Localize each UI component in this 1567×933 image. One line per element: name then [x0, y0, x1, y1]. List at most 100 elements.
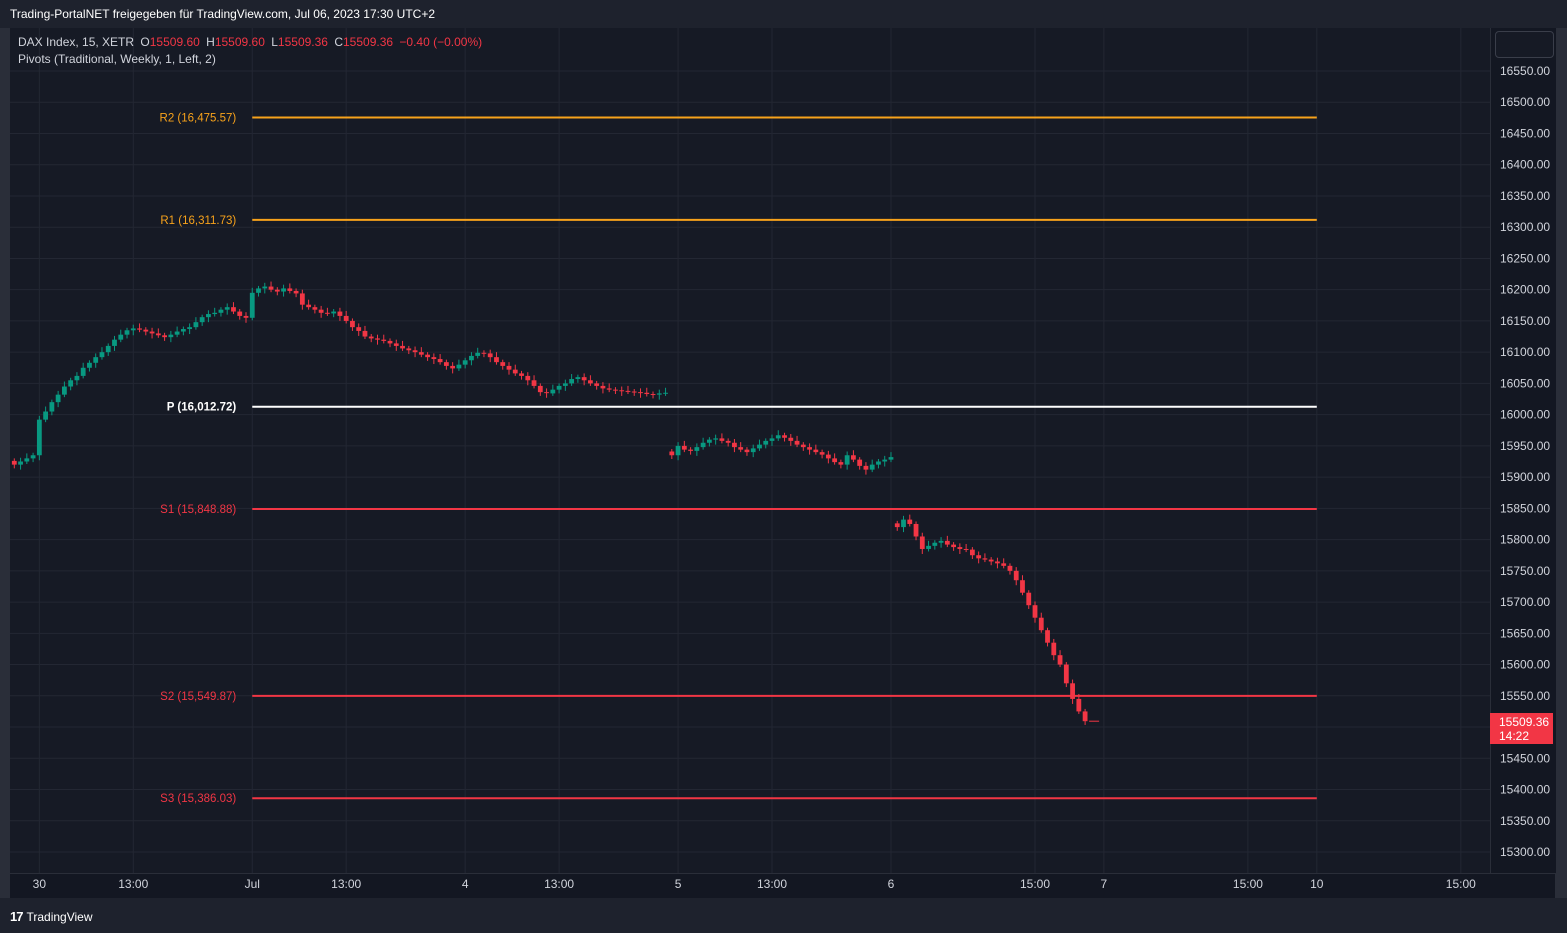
- candle-body: [231, 307, 236, 312]
- candle-body: [819, 452, 825, 455]
- time-tick-label: 13:00: [331, 877, 361, 891]
- candle-body: [168, 334, 174, 338]
- price-tick-label: 15400.00: [1500, 783, 1550, 797]
- open-value: 15509.60: [149, 35, 200, 49]
- candle-body: [187, 327, 193, 330]
- candle-body: [118, 334, 124, 340]
- candle-body: [212, 312, 218, 315]
- candle-body: [180, 329, 186, 332]
- candle-body: [412, 350, 418, 353]
- candle-body: [1001, 563, 1007, 566]
- price-tick-label: 15300.00: [1500, 845, 1550, 859]
- candle-body: [919, 536, 925, 549]
- candle-body: [362, 330, 368, 337]
- candle-body: [738, 447, 744, 450]
- candle-body: [976, 555, 982, 559]
- time-tick-label: 15:00: [1446, 877, 1476, 891]
- indicator-label[interactable]: Pivots (Traditional, Weekly, 1, Left, 2): [18, 52, 216, 66]
- candle-body: [969, 549, 975, 556]
- candle-body: [625, 390, 631, 392]
- candle-body: [443, 362, 449, 366]
- candle-body: [882, 459, 888, 462]
- candle-body: [500, 362, 506, 366]
- candle-body: [393, 343, 399, 346]
- candle-body: [481, 352, 487, 354]
- candle-body: [1063, 664, 1069, 684]
- candle-body: [506, 365, 512, 370]
- candle-body: [281, 288, 286, 292]
- candle-body: [306, 304, 312, 308]
- candle-body: [732, 442, 737, 448]
- time-tick-label: 13:00: [118, 877, 148, 891]
- price-tick-label: 16100.00: [1500, 345, 1550, 359]
- price-tick-label: 16500.00: [1500, 95, 1550, 109]
- candle-body: [299, 293, 305, 305]
- candle-body: [36, 419, 42, 456]
- tradingview-logo-icon: 17: [10, 909, 24, 924]
- price-tick-label: 15950.00: [1500, 439, 1550, 453]
- candle-body: [130, 328, 136, 331]
- high-value: 15509.60: [214, 35, 265, 49]
- chart-pane[interactable]: [10, 28, 1555, 898]
- candle-body: [750, 448, 756, 453]
- candle-body: [613, 389, 618, 391]
- time-tick-label: 10: [1310, 877, 1324, 891]
- price-tick-label: 16300.00: [1500, 220, 1550, 234]
- price-tick-label: 16000.00: [1500, 408, 1550, 422]
- price-tick-label: 16350.00: [1500, 189, 1550, 203]
- candle-body: [174, 331, 180, 335]
- candle-body: [61, 386, 67, 395]
- candle-body: [224, 307, 230, 310]
- candle-body: [951, 544, 956, 548]
- price-tick-label: 15850.00: [1500, 501, 1550, 515]
- candle-body: [656, 393, 662, 395]
- brand-name: TradingView: [26, 909, 93, 924]
- time-tick-label: 7: [1101, 877, 1108, 891]
- pivot-label-p: P (16,012.72): [167, 402, 237, 414]
- candle-body: [907, 519, 913, 524]
- candle-body: [218, 309, 224, 313]
- candle-body: [556, 385, 562, 390]
- time-axis[interactable]: [10, 873, 1555, 899]
- candle-body: [588, 380, 593, 384]
- candle-body: [55, 394, 61, 403]
- candle-body: [206, 314, 211, 318]
- price-tick-label: 15800.00: [1500, 533, 1550, 547]
- tradingview-logo[interactable]: 17 TradingView: [10, 909, 93, 924]
- candle-body: [869, 464, 875, 470]
- candle-body: [982, 558, 988, 560]
- candle-body: [99, 352, 105, 358]
- candle-body: [519, 373, 524, 376]
- time-tick-label: Jul: [245, 877, 260, 891]
- candle-body: [400, 345, 405, 349]
- candle-body: [763, 440, 769, 445]
- candle-body: [606, 388, 612, 390]
- candle-body: [550, 389, 556, 394]
- price-tick-label: 16450.00: [1500, 126, 1550, 140]
- candle-body: [268, 286, 274, 290]
- corner-button[interactable]: [1495, 31, 1554, 58]
- candle-body: [30, 455, 36, 459]
- candle-body: [193, 322, 199, 328]
- candle-body: [744, 449, 750, 453]
- price-tick-label: 16550.00: [1500, 64, 1550, 78]
- candle-body: [700, 442, 706, 448]
- ohlc-row: DAX Index, 15, XETR O15509.60 H15509.60 …: [18, 34, 482, 51]
- candle-body: [243, 315, 249, 318]
- candle-body: [938, 540, 944, 543]
- candle-body: [431, 357, 437, 360]
- bottom-bar: [0, 898, 1567, 933]
- time-tick-label: 13:00: [757, 877, 787, 891]
- candle-body: [675, 445, 681, 456]
- candle-body: [813, 449, 819, 453]
- candle-body: [462, 360, 468, 365]
- candle-body: [312, 307, 318, 310]
- pivot-label-s1: S1 (15,848.88): [160, 504, 236, 516]
- candle-body: [149, 331, 155, 334]
- change-value: −0.40 (−0.00%): [399, 35, 483, 49]
- candle-body: [387, 340, 393, 344]
- symbol-label[interactable]: DAX Index, 15, XETR: [18, 35, 135, 49]
- candle-body: [287, 288, 293, 291]
- chart-legend: DAX Index, 15, XETR O15509.60 H15509.60 …: [18, 34, 482, 68]
- candle-body: [888, 457, 894, 460]
